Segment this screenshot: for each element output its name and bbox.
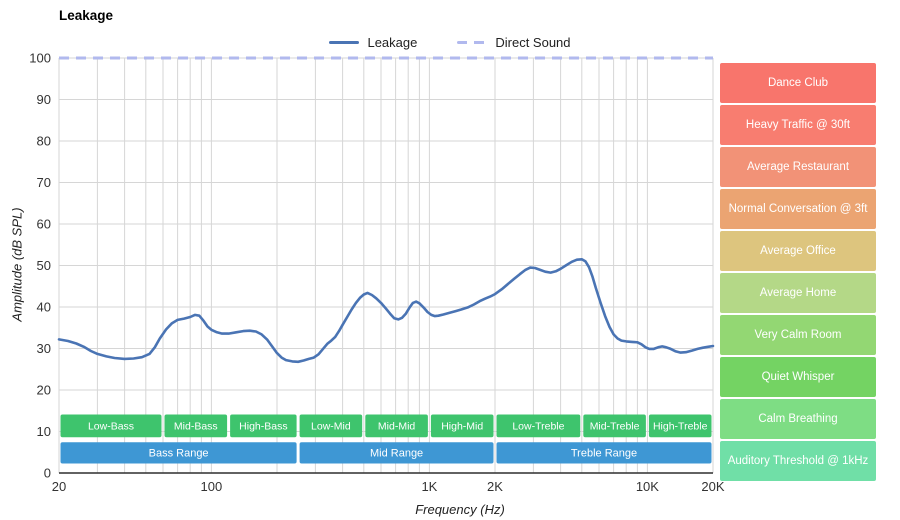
noise-level-average-home: Average Home — [720, 273, 876, 313]
band-sub-high-bass — [230, 414, 297, 438]
band-sub-label-low-treble: Low-Treble — [512, 421, 564, 433]
y-tick-label-20: 20 — [37, 383, 51, 398]
y-tick-label-90: 90 — [37, 92, 51, 107]
noise-level-very-calm-room: Very Calm Room — [720, 315, 876, 355]
x-axis-label: Frequency (Hz) — [415, 502, 505, 517]
band-sub-high-mid — [430, 414, 494, 438]
band-sub-label-low-bass: Low-Bass — [88, 421, 134, 433]
chart-title: Leakage — [59, 8, 114, 23]
y-tick-label-0: 0 — [44, 466, 51, 481]
band-sub-label-high-treble: High-Treble — [653, 421, 708, 433]
band-sub-mid-bass — [164, 414, 228, 438]
band-sub-low-treble — [496, 414, 581, 438]
noise-level-heavy-traffic-30ft: Heavy Traffic @ 30ft — [720, 105, 876, 145]
legend-label-direct-sound: Direct Sound — [495, 35, 571, 50]
y-tick-label-30: 30 — [37, 341, 51, 356]
legend-swatch-leakage-line — [329, 40, 360, 45]
x-tick-label-1K: 1K — [421, 479, 437, 494]
y-tick-label-50: 50 — [37, 258, 51, 273]
band-sub-label-mid-treble: Mid-Treble — [590, 421, 640, 433]
noise-level-normal-conversation-3ft: Normal Conversation @ 3ft — [720, 189, 876, 229]
band-sub-low-bass — [60, 414, 162, 438]
band-sub-mid-mid — [365, 414, 428, 438]
noise-level-auditory-threshold-1khz: Auditory Threshold @ 1kHz — [720, 441, 876, 481]
x-tick-label-20: 20 — [52, 479, 66, 494]
y-tick-label-10: 10 — [37, 424, 51, 439]
band-sub-label-low-mid: Low-Mid — [311, 421, 351, 433]
y-tick-label-100: 100 — [29, 51, 51, 66]
noise-level-average-restaurant: Average Restaurant — [720, 147, 876, 187]
y-tick-label-80: 80 — [37, 134, 51, 149]
band-sub-low-mid — [299, 414, 363, 438]
band-main-bass-range — [60, 442, 297, 464]
legend-item-direct-sound[interactable]: Direct Sound — [457, 35, 571, 50]
x-tick-label-100: 100 — [201, 479, 223, 494]
band-main-label-treble-range: Treble Range — [571, 448, 637, 460]
band-main-treble-range — [496, 442, 712, 464]
noise-level-sidebar: Dance Club Heavy Traffic @ 30ft Average Re… — [720, 63, 876, 481]
noise-level-average-office: Average Office — [720, 231, 876, 271]
series-leakage — [57, 257, 715, 364]
noise-level-quiet-whisper: Quiet Whisper — [720, 357, 876, 397]
band-sub-label-high-mid: High-Mid — [441, 421, 483, 433]
y-tick-label-40: 40 — [37, 300, 51, 315]
y-axis-label: Amplitude (dB SPL) — [9, 207, 25, 322]
band-sub-label-mid-bass: Mid-Bass — [174, 421, 218, 433]
legend-label-leakage: Leakage — [367, 35, 418, 50]
legend: Leakage Direct Sound — [0, 35, 900, 50]
y-tick-label-60: 60 — [37, 217, 51, 232]
band-sub-mid-treble — [583, 414, 646, 438]
noise-level-dance-club: Dance Club — [720, 63, 876, 103]
y-tick-label-70: 70 — [37, 175, 51, 190]
band-main-label-mid-range: Mid Range — [370, 448, 423, 460]
noise-level-calm-breathing: Calm Breathing — [720, 399, 876, 439]
band-sub-high-treble — [648, 414, 712, 438]
band-sub-label-high-bass: High-Bass — [239, 421, 287, 433]
legend-swatch-direct-sound-line — [457, 40, 488, 45]
x-tick-label-20K: 20K — [701, 479, 724, 494]
band-sub-label-mid-mid: Mid-Mid — [378, 421, 415, 433]
x-tick-label-2K: 2K — [487, 479, 503, 494]
legend-item-leakage[interactable]: Leakage — [329, 35, 417, 50]
band-main-mid-range — [299, 442, 494, 464]
band-main-label-bass-range: Bass Range — [149, 448, 209, 460]
x-tick-label-10K: 10K — [636, 479, 659, 494]
